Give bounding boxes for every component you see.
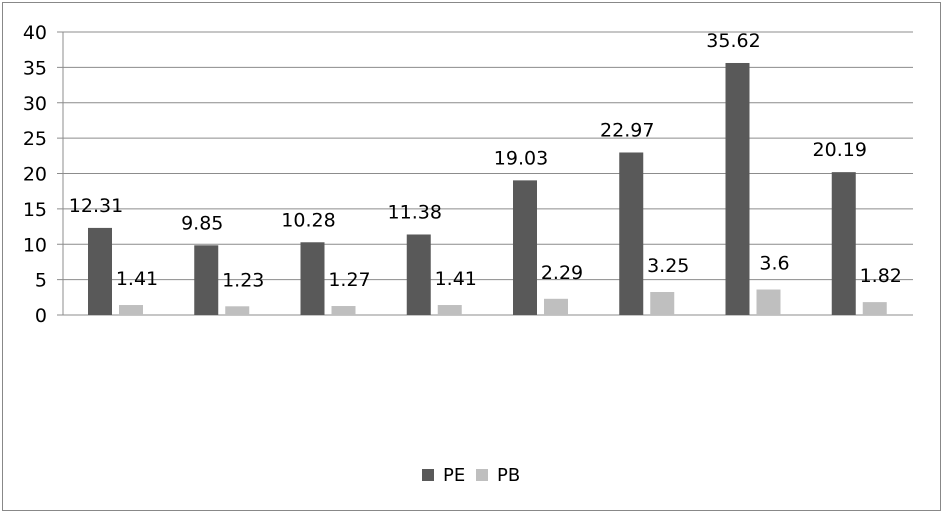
data-label-pe: 20.19	[813, 139, 867, 161]
data-label-pb: 1.41	[116, 268, 158, 290]
bar-pb	[650, 292, 675, 315]
y-tick-label: 5	[35, 270, 47, 292]
data-label-pe: 19.03	[494, 147, 548, 169]
bar-pe	[88, 227, 112, 315]
data-label-pe: 10.28	[281, 209, 335, 231]
y-tick-label: 25	[23, 128, 47, 150]
bar-pb	[331, 306, 356, 315]
data-label-pb: 1.82	[860, 265, 902, 287]
bar-pb	[544, 298, 568, 315]
data-label-pe: 9.85	[181, 212, 223, 234]
y-tick-label: 40	[23, 22, 47, 44]
legend-swatch-pb	[476, 469, 488, 481]
bar-pe	[513, 180, 537, 315]
data-label-pb: 3.6	[759, 253, 789, 275]
data-label-pb: 3.25	[647, 255, 689, 277]
bar-pb	[437, 305, 462, 315]
y-tick-label: 15	[23, 199, 47, 221]
bar-pe	[725, 62, 750, 316]
y-tick-label: 20	[23, 164, 47, 186]
data-label-pb: 1.41	[435, 268, 477, 290]
y-tick-label: 0	[35, 305, 47, 327]
bar-pb	[862, 302, 887, 315]
legend-swatch-pe	[422, 469, 434, 481]
bar-pe	[194, 245, 219, 315]
data-label-pb: 1.27	[328, 269, 370, 291]
bar-pe	[831, 172, 856, 315]
bar-pb	[225, 306, 250, 315]
data-label-pe: 22.97	[600, 119, 654, 141]
data-label-pe: 12.31	[69, 195, 123, 217]
bar-pb	[756, 289, 781, 315]
y-tick-label: 35	[23, 57, 47, 79]
data-label-pb: 1.23	[222, 269, 264, 291]
y-tick-label: 10	[23, 234, 47, 256]
y-tick-label: 30	[23, 93, 47, 115]
bar-pe	[406, 234, 431, 315]
data-label-pe: 11.38	[388, 201, 442, 223]
legend-label-pb: PB	[497, 465, 520, 486]
bar-pe	[619, 152, 644, 315]
bar-pe	[300, 242, 325, 315]
data-label-pb: 2.29	[541, 262, 583, 284]
data-label-pe: 35.62	[706, 30, 760, 52]
bar-pb	[119, 305, 143, 315]
legend-label-pe: PE	[443, 465, 465, 486]
